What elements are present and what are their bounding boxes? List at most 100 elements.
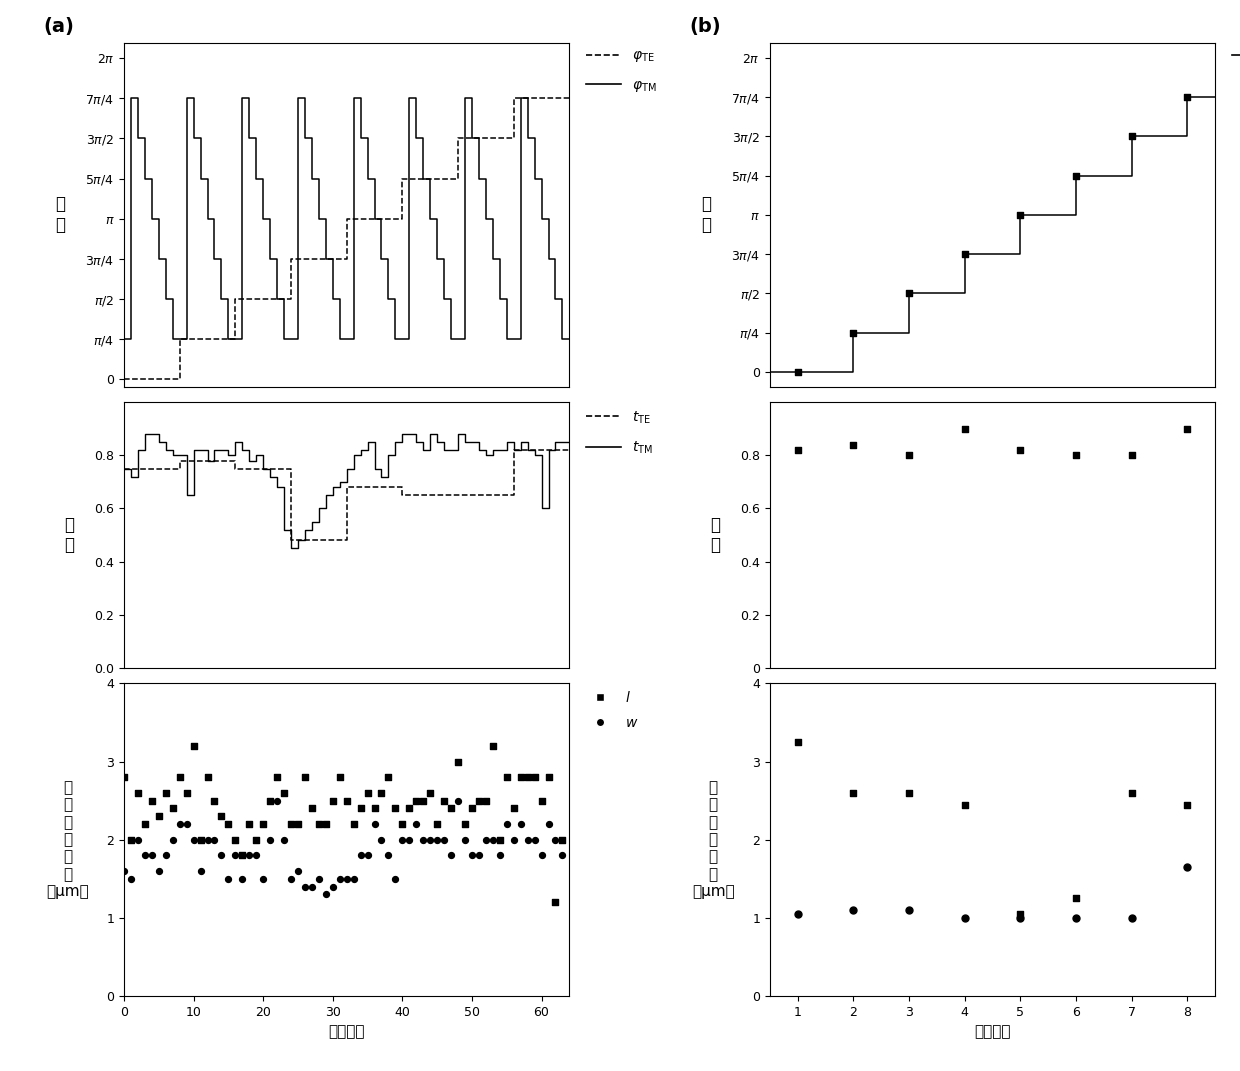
Point: [253, 871, 273, 888]
Point: [212, 808, 232, 825]
Point: [303, 800, 322, 817]
Point: [546, 831, 565, 848]
Point: [1122, 447, 1142, 464]
Point: [1178, 89, 1198, 106]
Point: [1122, 784, 1142, 801]
Point: [843, 325, 863, 342]
Point: [260, 831, 280, 848]
Point: [1066, 447, 1086, 464]
Point: [170, 815, 190, 832]
Point: [482, 737, 502, 754]
Point: [184, 737, 203, 754]
Point: [497, 815, 517, 832]
Y-axis label: 单
元
结
构
尺
寸
（µm）: 单 元 结 构 尺 寸 （µm）: [46, 780, 89, 900]
Point: [288, 815, 308, 832]
Point: [330, 871, 350, 888]
Point: [156, 784, 176, 801]
Point: [511, 815, 531, 832]
Point: [525, 769, 544, 786]
Legend: $t_{\rm TE}$, $t_{\rm TM}$: $t_{\rm TE}$, $t_{\rm TM}$: [580, 404, 658, 462]
Point: [191, 831, 211, 848]
Point: [490, 847, 510, 864]
Point: [218, 815, 238, 832]
Point: [899, 447, 919, 464]
X-axis label: 单元结构: 单元结构: [329, 1024, 365, 1039]
Point: [441, 800, 461, 817]
Point: [463, 800, 482, 817]
Point: [787, 905, 807, 922]
Point: [407, 815, 427, 832]
Point: [295, 878, 315, 895]
Point: [295, 769, 315, 786]
Point: [490, 831, 510, 848]
Y-axis label: 振
幅: 振 幅: [711, 515, 720, 555]
Point: [497, 769, 517, 786]
Point: [281, 871, 301, 888]
Point: [511, 769, 531, 786]
Point: [420, 831, 440, 848]
Point: [386, 871, 405, 888]
Point: [316, 886, 336, 903]
Point: [843, 436, 863, 453]
Point: [518, 769, 538, 786]
Point: [303, 878, 322, 895]
Point: [955, 245, 975, 262]
Point: [476, 793, 496, 810]
Point: [274, 831, 294, 848]
Text: (a): (a): [43, 17, 74, 36]
Point: [1122, 909, 1142, 926]
Point: [428, 815, 448, 832]
Point: [503, 800, 523, 817]
Point: [518, 831, 538, 848]
Point: [357, 847, 377, 864]
Point: [378, 847, 398, 864]
Point: [232, 871, 252, 888]
Point: [955, 420, 975, 437]
Point: [141, 793, 161, 810]
Point: [239, 847, 259, 864]
Point: [322, 793, 342, 810]
Point: [218, 871, 238, 888]
Legend: $l$, $w$: $l$, $w$: [580, 684, 644, 736]
Text: (b): (b): [689, 17, 722, 36]
Point: [156, 847, 176, 864]
Point: [351, 847, 371, 864]
Point: [267, 793, 286, 810]
Point: [448, 793, 467, 810]
Point: [128, 784, 148, 801]
Point: [399, 800, 419, 817]
Point: [343, 871, 363, 888]
Point: [1178, 420, 1198, 437]
Point: [122, 831, 141, 848]
Point: [184, 831, 203, 848]
Point: [899, 784, 919, 801]
Point: [122, 871, 141, 888]
Point: [177, 784, 197, 801]
Point: [1011, 909, 1030, 926]
Point: [476, 831, 496, 848]
Point: [546, 893, 565, 910]
X-axis label: 单元结构: 单元结构: [975, 1024, 1011, 1039]
Point: [413, 793, 433, 810]
Point: [114, 769, 134, 786]
Point: [149, 808, 169, 825]
Point: [253, 815, 273, 832]
Point: [448, 753, 467, 770]
Point: [843, 784, 863, 801]
Point: [532, 847, 552, 864]
Point: [343, 815, 363, 832]
Point: [128, 831, 148, 848]
Point: [787, 734, 807, 751]
Point: [1122, 127, 1142, 145]
Point: [787, 363, 807, 380]
Point: [553, 847, 573, 864]
Point: [135, 847, 155, 864]
Point: [114, 862, 134, 879]
Point: [226, 831, 246, 848]
Point: [197, 831, 217, 848]
Point: [503, 831, 523, 848]
Point: [232, 847, 252, 864]
Point: [316, 815, 336, 832]
Legend: $\varphi_c$: $\varphi_c$: [1226, 43, 1240, 70]
Point: [538, 815, 558, 832]
